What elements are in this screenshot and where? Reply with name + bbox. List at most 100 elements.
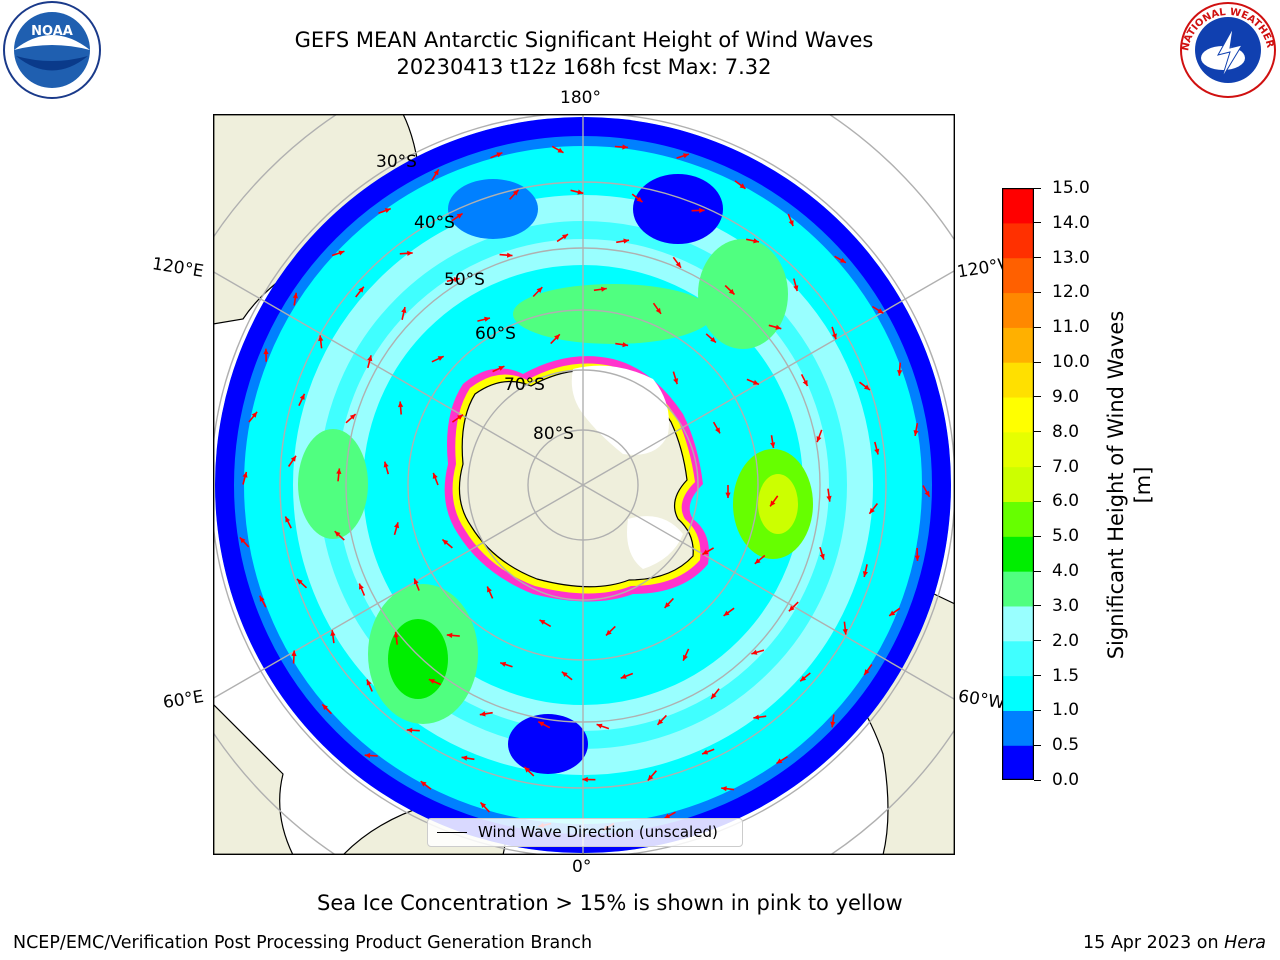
colorbar-tick-mark xyxy=(1034,675,1041,677)
colorbar-tick-mark xyxy=(1034,500,1041,502)
wave-direction-arrow xyxy=(420,780,432,790)
wave-direction-arrow xyxy=(701,748,715,755)
wave-direction-arrow xyxy=(616,238,630,244)
colorbar-tick-label: 1.0 xyxy=(1052,700,1080,721)
wave-direction-arrow xyxy=(383,461,390,475)
wave-direction-arrow xyxy=(406,727,420,733)
wave-direction-arrow xyxy=(561,671,573,681)
map-subtitle: 20230413 t12z 168h fcst Max: 7.32 xyxy=(396,55,772,79)
wave-direction-arrow xyxy=(701,547,715,556)
wave-direction-arrow xyxy=(787,213,794,227)
wave-direction-arrow xyxy=(863,664,873,676)
wave-direction-arrow xyxy=(691,207,705,214)
lon-label-60w: 60°W xyxy=(956,686,1007,714)
map-panel xyxy=(213,114,955,855)
map-title: GEFS MEAN Antarctic Significant Height o… xyxy=(294,28,874,52)
wave-direction-arrow xyxy=(682,648,690,662)
wave-direction-arrow xyxy=(399,250,413,256)
lat-label-70s: 70°S xyxy=(504,375,545,395)
colorbar-tick-mark xyxy=(1034,640,1041,642)
colorbar-band xyxy=(1002,431,1034,468)
footer-credit: NCEP/EMC/Verification Post Processing Pr… xyxy=(13,933,593,953)
wave-direction-arrow xyxy=(582,776,596,783)
colorbar-band xyxy=(1002,571,1034,607)
wave-direction-arrow xyxy=(788,601,799,612)
wave-direction-arrow xyxy=(672,256,682,269)
colorbar-tick-label: 9.0 xyxy=(1052,386,1080,407)
wave-direction-arrow xyxy=(725,485,731,498)
colorbar-band xyxy=(1002,675,1034,711)
colorbar-tick-mark xyxy=(1034,187,1041,189)
colorbar-tick-label: 6.0 xyxy=(1052,491,1080,512)
wave-direction-arrow xyxy=(819,546,825,560)
wave-direction-arrow xyxy=(355,286,365,298)
lon-label-0: 0° xyxy=(572,857,592,877)
wave-direction-arrow xyxy=(723,607,735,617)
wave-direction-arrow xyxy=(615,342,629,348)
map-legend: Wind Wave Direction (unscaled) xyxy=(427,818,743,847)
wave-direction-arrow xyxy=(477,316,491,322)
colorbar-tick-label: 1.5 xyxy=(1052,665,1080,686)
wave-direction-arrow xyxy=(596,723,610,730)
colorbar-band xyxy=(1002,222,1034,259)
wave-direction-arrow xyxy=(486,586,494,599)
wave-direction-arrow xyxy=(550,333,561,345)
wave-direction-arrow xyxy=(746,378,760,386)
wave-direction-arrow xyxy=(263,348,269,362)
wave-direction-arrow xyxy=(768,324,782,330)
colorbar-tick-label: 12.0 xyxy=(1052,282,1090,303)
wave-direction-arrow xyxy=(479,711,493,717)
wave-direction-arrow xyxy=(868,503,879,515)
wave-direction-arrow xyxy=(287,455,297,467)
wave-direction-arrow xyxy=(242,471,248,485)
wave-direction-arrow xyxy=(705,333,717,344)
colorbar-label: Significant Height of Wind Waves [m] xyxy=(1104,310,1155,660)
colorbar xyxy=(1002,188,1034,780)
wave-direction-arrow xyxy=(593,286,607,292)
colorbar-tick-label: 7.0 xyxy=(1052,456,1080,477)
lon-label-120e: 120°E xyxy=(150,254,205,282)
colorbar-tick-label: 2.0 xyxy=(1052,630,1080,651)
wind-wave-direction-arrows xyxy=(239,144,931,831)
wave-direction-arrow xyxy=(393,631,399,645)
colorbar-tick-mark xyxy=(1034,709,1041,711)
colorbar-band xyxy=(1002,188,1034,224)
wave-direction-arrow xyxy=(248,411,258,423)
wave-direction-arrow xyxy=(413,578,420,591)
wave-direction-arrow xyxy=(479,801,490,813)
wave-direction-arrow xyxy=(914,547,920,562)
wave-direction-arrow xyxy=(446,277,460,283)
lat-label-80s: 80°S xyxy=(533,424,574,444)
wave-direction-arrow xyxy=(570,189,584,195)
wave-direction-arrow xyxy=(318,335,324,349)
colorbar-tick-label: 10.0 xyxy=(1052,352,1090,373)
wave-direction-arrow xyxy=(871,305,884,314)
colorbar-tick-label: 0.5 xyxy=(1052,735,1080,756)
noaa-logo: NOAA xyxy=(3,1,101,99)
antarctica-with-sea-ice xyxy=(444,356,709,602)
wave-direction-arrow xyxy=(292,292,298,306)
wave-direction-arrow xyxy=(734,180,746,190)
wave-direction-arrow xyxy=(428,678,442,686)
lon-label-60e: 60°E xyxy=(161,686,206,714)
wave-direction-arrow xyxy=(364,752,378,759)
sea-ice-note: Sea Ice Concentration > 15% is shown in … xyxy=(317,891,903,915)
wave-direction-arrow xyxy=(614,144,628,150)
wave-direction-arrow xyxy=(775,756,788,765)
wave-direction-arrow xyxy=(239,536,250,548)
wave-direction-arrow xyxy=(461,755,475,761)
wave-direction-arrow xyxy=(556,233,569,243)
colorbar-tick-label: 5.0 xyxy=(1052,526,1080,547)
wave-direction-arrow xyxy=(620,672,634,679)
wave-direction-arrow xyxy=(451,212,464,222)
lat-label-40s: 40°S xyxy=(414,213,455,233)
wave-direction-arrow xyxy=(331,250,345,257)
wave-direction-arrow xyxy=(539,619,552,628)
colorbar-tick-mark xyxy=(1034,570,1041,572)
colorbar-tick-mark xyxy=(1034,361,1041,363)
wave-direction-arrow xyxy=(492,365,505,373)
wave-direction-arrow xyxy=(321,703,332,715)
wave-direction-arrow xyxy=(366,679,373,692)
noaa-logo-text: NOAA xyxy=(31,24,73,39)
wave-direction-arrow xyxy=(656,714,667,726)
